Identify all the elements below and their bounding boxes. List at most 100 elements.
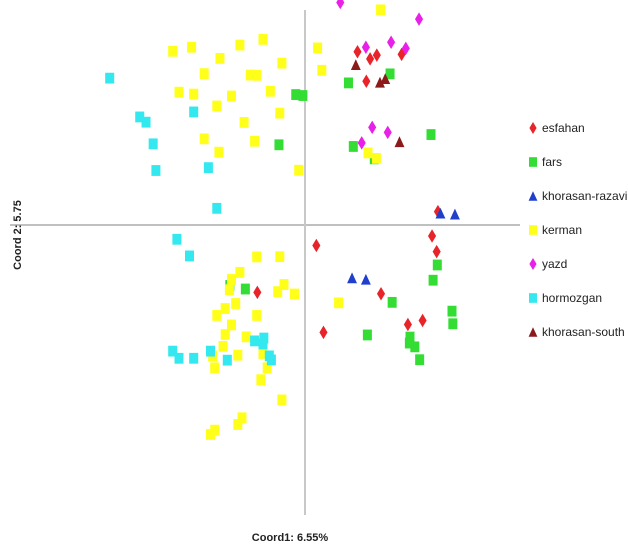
hormozgan-point xyxy=(141,116,151,128)
esfahan-point xyxy=(432,244,441,259)
kerman-point xyxy=(235,39,245,51)
fars-point xyxy=(385,68,395,80)
hormozgan-point xyxy=(174,352,184,364)
kerman-point xyxy=(227,319,236,331)
esfahan-point xyxy=(312,238,321,253)
kerman-point xyxy=(256,374,266,386)
kerman-point xyxy=(294,164,304,176)
kerman-point xyxy=(231,298,241,309)
kerman-point xyxy=(317,64,327,76)
kerman-point xyxy=(220,329,230,340)
kerman-point xyxy=(199,68,209,80)
hormozgan-point xyxy=(250,335,260,347)
hormozgan-point xyxy=(203,162,213,174)
kerman-point xyxy=(363,147,373,159)
yazd-point xyxy=(357,136,366,150)
kerman-point xyxy=(258,348,268,359)
kerman-point xyxy=(220,303,230,314)
kerman-point xyxy=(290,288,299,300)
khorasan-razavi-point xyxy=(435,207,446,219)
kerman-point xyxy=(252,69,262,81)
hormozgan-point xyxy=(189,352,199,364)
khorasan-razavi-point xyxy=(347,272,357,284)
legend-marker-fars xyxy=(529,157,537,167)
yazd-point xyxy=(383,125,392,140)
legend-marker-khorasan-razavi xyxy=(528,191,538,201)
kerman-point xyxy=(189,88,199,100)
kerman-point xyxy=(258,33,268,45)
hormozgan-point xyxy=(168,345,178,357)
yazd-point xyxy=(361,40,370,54)
kerman-point xyxy=(187,41,197,53)
y-axis-label: Coord 2: 5.75 xyxy=(12,200,24,270)
legend-label-esfahan: esfahan xyxy=(542,121,585,135)
khorasan-south-point xyxy=(375,76,385,88)
legend-marker-hormozgan xyxy=(529,293,537,303)
fars-point xyxy=(410,341,420,353)
yazd-point xyxy=(387,35,396,49)
kerman-point xyxy=(227,274,236,285)
legend-marker-yazd xyxy=(529,258,537,270)
kerman-point xyxy=(174,86,184,98)
fars-point xyxy=(415,354,425,366)
kerman-point xyxy=(376,4,386,16)
hormozgan-point xyxy=(206,345,215,357)
hormozgan-point xyxy=(151,165,161,176)
legend-label-yazd: yazd xyxy=(542,257,567,271)
khorasan-razavi-point xyxy=(360,273,371,285)
hormozgan-point xyxy=(266,354,276,366)
kerman-point xyxy=(277,57,287,69)
kerman-point xyxy=(277,394,287,406)
khorasan-south-point xyxy=(394,136,405,148)
hormozgan-point xyxy=(212,202,222,214)
esfahan-point xyxy=(319,325,328,340)
kerman-point xyxy=(250,135,260,147)
kerman-point xyxy=(233,419,243,430)
fars-point xyxy=(362,329,372,341)
kerman-point xyxy=(241,331,251,343)
esfahan-point xyxy=(428,229,437,243)
hormozgan-point xyxy=(105,72,115,84)
legend-label-khorasan-south: khorasan-south xyxy=(542,325,625,339)
legend-label-khorasan-razavi: khorasan-razavi xyxy=(542,189,627,203)
esfahan-point xyxy=(366,52,375,66)
kerman-point xyxy=(215,53,225,64)
kerman-point xyxy=(371,152,381,164)
kerman-point xyxy=(279,279,289,290)
fars-point xyxy=(447,305,457,317)
fars-point xyxy=(274,139,284,151)
hormozgan-point xyxy=(258,338,268,350)
legend-marker-esfahan xyxy=(529,122,537,134)
hormozgan-point xyxy=(135,111,145,123)
kerman-point xyxy=(313,42,323,54)
fars-point xyxy=(343,77,353,89)
kerman-point xyxy=(199,133,209,145)
kerman-point xyxy=(168,45,178,57)
fars-point xyxy=(426,129,436,140)
legend-label-kerman: kerman xyxy=(542,223,582,237)
esfahan-point xyxy=(376,287,386,301)
esfahan-point xyxy=(403,317,412,332)
kerman-point xyxy=(235,266,245,278)
x-axis-label: Coord1: 6.55% xyxy=(252,532,329,544)
kerman-point xyxy=(214,146,224,158)
kerman-point xyxy=(239,117,249,128)
esfahan-point xyxy=(253,285,262,300)
legend: esfahan fars khorasan-razavi kerman yazd horm… xyxy=(528,121,627,339)
hormozgan-point xyxy=(148,138,158,150)
hormozgan-point xyxy=(189,106,199,118)
fars-point xyxy=(405,331,415,343)
kerman-point xyxy=(212,310,222,321)
esfahan-point xyxy=(418,313,427,328)
kerman-point xyxy=(224,284,234,296)
esfahan-point xyxy=(353,44,362,59)
plot-area xyxy=(105,0,460,440)
fars-point xyxy=(348,141,358,152)
legend-marker-khorasan-south xyxy=(528,327,538,337)
hormozgan-point xyxy=(172,233,182,245)
fars-point xyxy=(432,259,442,271)
kerman-point xyxy=(212,100,222,112)
kerman-point xyxy=(252,251,262,263)
khorasan-south-point xyxy=(350,59,361,70)
